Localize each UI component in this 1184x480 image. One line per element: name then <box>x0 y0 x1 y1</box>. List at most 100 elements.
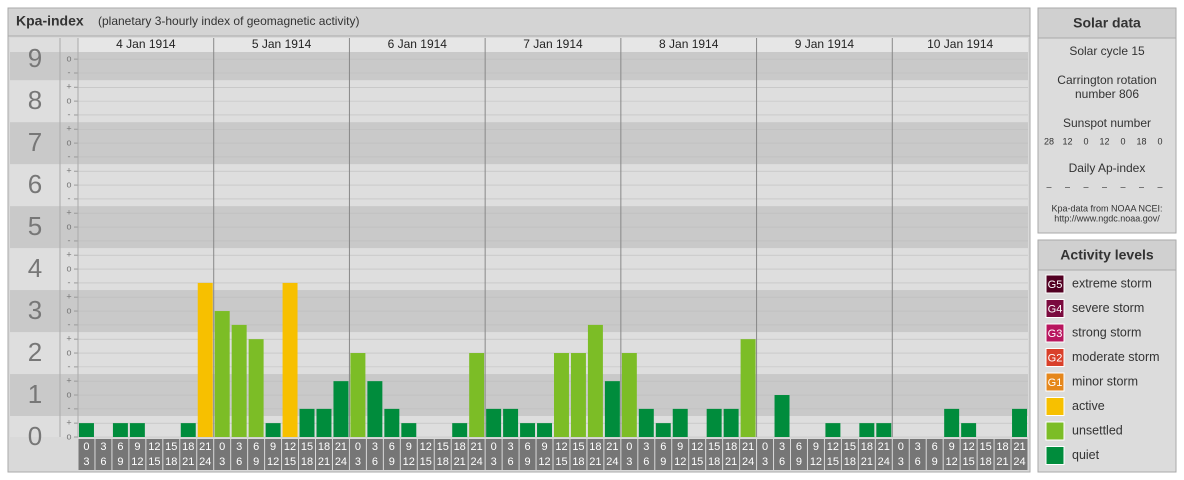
bar <box>621 353 637 437</box>
x-tick-label: 0 <box>898 441 904 453</box>
y-minor-label: o <box>66 347 71 357</box>
interval-box <box>316 439 332 470</box>
x-tick-label: 9 <box>389 456 395 468</box>
bar <box>706 408 722 437</box>
x-tick-label: 0 <box>762 441 768 453</box>
interval-box <box>366 439 383 470</box>
x-tick-label: 21 <box>861 456 873 468</box>
interval-box <box>655 439 672 470</box>
bar <box>638 408 654 437</box>
x-tick-label: 9 <box>134 441 140 453</box>
sunspot-value: 0 <box>1083 136 1088 146</box>
level-name: quiet <box>1072 448 1100 462</box>
bar <box>452 423 468 437</box>
x-day-label: 6 Jan 1914 <box>388 37 448 51</box>
interval-box <box>706 439 723 470</box>
sunspot-value: 0 <box>1157 136 1162 146</box>
interval-box <box>774 439 790 470</box>
x-tick-label: 6 <box>236 456 242 468</box>
bar <box>672 408 688 437</box>
x-tick-label: 12 <box>827 441 839 453</box>
y-minor-label: + <box>66 250 71 260</box>
sunspot-value: 28 <box>1044 136 1054 146</box>
x-tick-label: 0 <box>83 441 89 453</box>
interval-box <box>214 439 231 470</box>
bar <box>129 423 145 437</box>
x-tick-label: 3 <box>508 441 514 453</box>
level-swatch <box>1045 323 1065 343</box>
x-tick-label: 18 <box>708 456 720 468</box>
sunspot-value: 12 <box>1099 136 1109 146</box>
y-minor-label: o <box>66 95 71 105</box>
y-minor-label: - <box>68 403 71 413</box>
x-tick-label: 3 <box>236 441 242 453</box>
x-tick-label: 18 <box>572 456 584 468</box>
interval-box <box>78 439 95 470</box>
bar <box>537 423 552 437</box>
bar <box>316 408 332 437</box>
interval-box <box>146 439 163 470</box>
bar <box>554 353 569 437</box>
y-minor-label: + <box>66 376 71 386</box>
x-tick-label: 18 <box>437 456 449 468</box>
x-tick-label: 6 <box>372 456 378 468</box>
y-minor-label: o <box>66 263 71 273</box>
ap-value: – <box>1139 181 1144 191</box>
x-tick-label: 0 <box>491 441 497 453</box>
y-minor-label: o <box>66 221 71 231</box>
x-tick-label: 9 <box>932 456 938 468</box>
x-tick-label: 12 <box>555 441 567 453</box>
x-tick-label: 6 <box>660 441 666 453</box>
interval-box <box>638 439 655 470</box>
ap-value: – <box>1157 181 1162 191</box>
interval-box <box>689 439 706 470</box>
note: Kpa-data from NOAA NCEI: <box>1051 203 1162 213</box>
y-tick-label: 1 <box>28 379 42 409</box>
x-tick-label: 15 <box>827 456 839 468</box>
x-tick-label: 15 <box>284 456 296 468</box>
bar <box>401 423 417 437</box>
interval-box <box>807 439 824 470</box>
x-tick-label: 15 <box>963 456 975 468</box>
interval-box <box>163 439 180 470</box>
bar <box>214 311 230 437</box>
level-swatch <box>1045 299 1065 318</box>
ap-value: – <box>1046 181 1051 191</box>
y-minor-label: - <box>68 361 71 371</box>
interval-box <box>740 439 757 470</box>
interval-box <box>332 439 349 470</box>
x-tick-label: 9 <box>813 441 819 453</box>
level-name: strong storm <box>1072 325 1141 339</box>
interval-box <box>95 439 112 470</box>
x-tick-label: 24 <box>199 456 211 468</box>
ap-value: – <box>1120 181 1125 191</box>
bar <box>265 423 281 437</box>
x-tick-label: 9 <box>677 441 683 453</box>
y-minor-label: o <box>66 54 71 64</box>
x-tick-label: 9 <box>660 456 666 468</box>
x-tick-label: 21 <box>606 441 618 453</box>
x-tick-label: 9 <box>253 456 259 468</box>
y-tick-label: 3 <box>28 295 42 325</box>
note: http://www.ngdc.noaa.gov/ <box>1054 213 1160 223</box>
x-tick-label: 18 <box>318 441 330 453</box>
level-swatch <box>1045 421 1065 441</box>
interval-box <box>197 439 214 470</box>
bar <box>570 353 586 437</box>
interval-box <box>536 439 553 470</box>
bar <box>299 408 315 437</box>
x-tick-label: 9 <box>541 441 547 453</box>
interval-box <box>112 439 129 470</box>
x-tick-label: 15 <box>165 441 177 453</box>
bar <box>367 381 383 437</box>
x-day-label: 4 Jan 1914 <box>116 37 176 51</box>
bar <box>774 395 790 437</box>
x-tick-label: 12 <box>674 456 686 468</box>
x-day-label: 8 Jan 1914 <box>659 37 719 51</box>
x-tick-label: 15 <box>572 441 584 453</box>
bar <box>282 282 298 437</box>
interval-box <box>621 439 638 470</box>
interval-box <box>841 439 858 470</box>
x-tick-label: 6 <box>796 441 802 453</box>
x-tick-label: 21 <box>878 441 890 453</box>
